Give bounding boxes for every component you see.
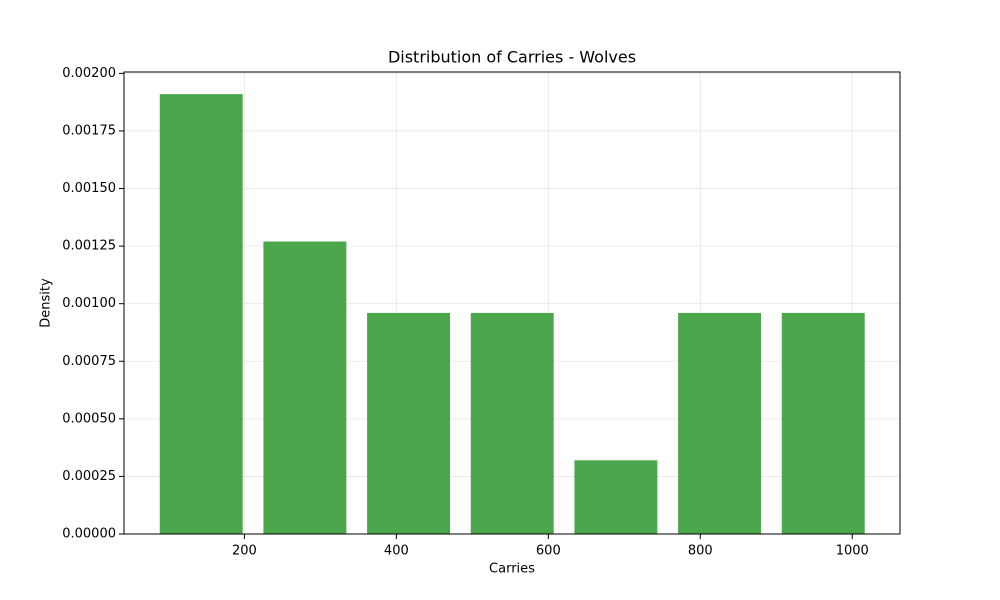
y-tick-label: 0.00150: [62, 181, 116, 196]
x-tick-label: 600: [536, 544, 561, 559]
bar: [781, 312, 865, 534]
y-tick-label: 0.00050: [62, 411, 116, 426]
y-axis-label: Density: [39, 278, 54, 328]
x-axis-label: Carries: [489, 562, 535, 577]
y-tick-label: 0.00175: [62, 123, 116, 138]
y-tick-label: 0.00200: [62, 66, 116, 81]
bar: [263, 241, 347, 534]
y-tick-label: 0.00025: [62, 469, 116, 484]
bar: [367, 312, 451, 534]
x-tick-label: 400: [384, 544, 409, 559]
bar: [574, 460, 658, 534]
bar: [470, 312, 554, 534]
bar: [159, 94, 243, 534]
chart-title: Distribution of Carries - Wolves: [388, 48, 636, 67]
bar: [678, 312, 762, 534]
x-tick-label: 800: [688, 544, 713, 559]
y-tick-label: 0.00075: [62, 354, 116, 369]
y-tick-label: 0.00100: [62, 296, 116, 311]
x-tick-label: 200: [232, 544, 257, 559]
x-tick-label: 1000: [836, 544, 869, 559]
y-tick-label: 0.00000: [62, 527, 116, 542]
plot-frame: [123, 71, 901, 535]
y-tick-label: 0.00125: [62, 239, 116, 254]
